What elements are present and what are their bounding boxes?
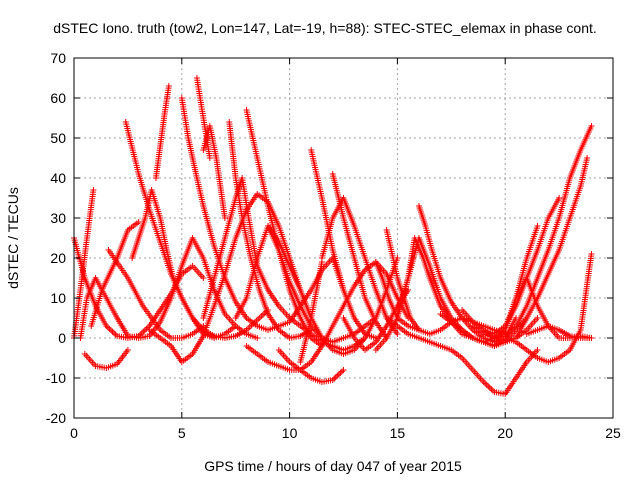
series-37 xyxy=(502,251,595,365)
data-point xyxy=(588,123,595,129)
data-point xyxy=(394,331,401,337)
data-point xyxy=(534,347,541,353)
y-tick-label: 0 xyxy=(58,330,66,346)
data-point xyxy=(109,328,116,335)
y-tick-label: -20 xyxy=(46,410,66,426)
data-point xyxy=(485,383,492,390)
data-point xyxy=(588,335,595,341)
data-point xyxy=(221,215,228,221)
data-point xyxy=(254,335,261,341)
data-point xyxy=(232,323,239,329)
series-22 xyxy=(308,147,379,341)
data-point xyxy=(483,381,490,388)
series-21 xyxy=(297,259,325,365)
data-point xyxy=(104,324,111,331)
data-point xyxy=(111,330,118,337)
data-point xyxy=(488,386,495,393)
data-point xyxy=(200,275,207,281)
x-tick-label: 0 xyxy=(70,425,78,441)
series-33 xyxy=(459,123,595,341)
y-axis-label: dSTEC / TECUs xyxy=(5,187,21,289)
y-tick-label: 10 xyxy=(50,290,66,306)
series-20 xyxy=(275,347,347,385)
series-39 xyxy=(523,323,595,341)
data-point xyxy=(338,368,345,375)
data-point xyxy=(482,380,489,387)
data-point xyxy=(534,315,541,321)
y-tick-label: 60 xyxy=(50,90,66,106)
series-23 xyxy=(318,195,401,337)
series-38 xyxy=(512,155,591,341)
series-6 xyxy=(105,247,207,341)
data-point xyxy=(107,327,114,334)
plot-frame xyxy=(73,57,614,419)
x-tick-label: 10 xyxy=(282,425,298,441)
x-axis-label: GPS time / hours of day 047 of year 2015 xyxy=(204,458,462,474)
series-3 xyxy=(77,235,261,341)
y-tick-label: -10 xyxy=(46,370,66,386)
x-tick-label: 15 xyxy=(390,425,406,441)
x-tick-label: 25 xyxy=(605,425,621,441)
data-point xyxy=(165,83,172,89)
data-point xyxy=(335,371,342,378)
y-tick-label: 50 xyxy=(50,130,66,146)
series-8 xyxy=(129,187,239,341)
series-12 xyxy=(193,75,213,161)
y-tick-label: 30 xyxy=(50,210,66,226)
series-25 xyxy=(340,287,412,353)
data-point xyxy=(486,384,493,391)
data-point xyxy=(90,187,97,193)
data-point xyxy=(534,223,541,229)
series-24 xyxy=(329,171,390,341)
data-point xyxy=(584,155,591,161)
data-point xyxy=(124,347,131,353)
series-9 xyxy=(152,83,172,181)
y-tick-label: 70 xyxy=(50,50,66,66)
series-13 xyxy=(200,123,228,221)
data-point xyxy=(556,195,563,201)
data-point xyxy=(138,330,145,337)
data-point xyxy=(340,367,347,373)
chart-title: dSTEC Iono. truth (tow2, Lon=147, Lat=-1… xyxy=(53,20,597,36)
series-19 xyxy=(265,223,401,357)
data-point xyxy=(135,219,142,225)
data-point xyxy=(337,369,344,376)
series-4 xyxy=(81,347,131,371)
axis-ticks: 0 5 10 15 20 25 -20 -10 0 10 20 30 40 50 60 70 xyxy=(46,50,621,441)
x-tick-label: 5 xyxy=(178,425,186,441)
data-point xyxy=(405,287,412,293)
data-point xyxy=(588,251,595,257)
y-tick-label: 20 xyxy=(50,250,66,266)
y-tick-label: 40 xyxy=(50,170,66,186)
series-14 xyxy=(226,119,315,341)
data-point xyxy=(106,325,113,332)
data-points xyxy=(71,75,595,397)
data-point xyxy=(332,374,339,381)
x-tick-label: 20 xyxy=(497,425,513,441)
data-point xyxy=(206,155,213,161)
